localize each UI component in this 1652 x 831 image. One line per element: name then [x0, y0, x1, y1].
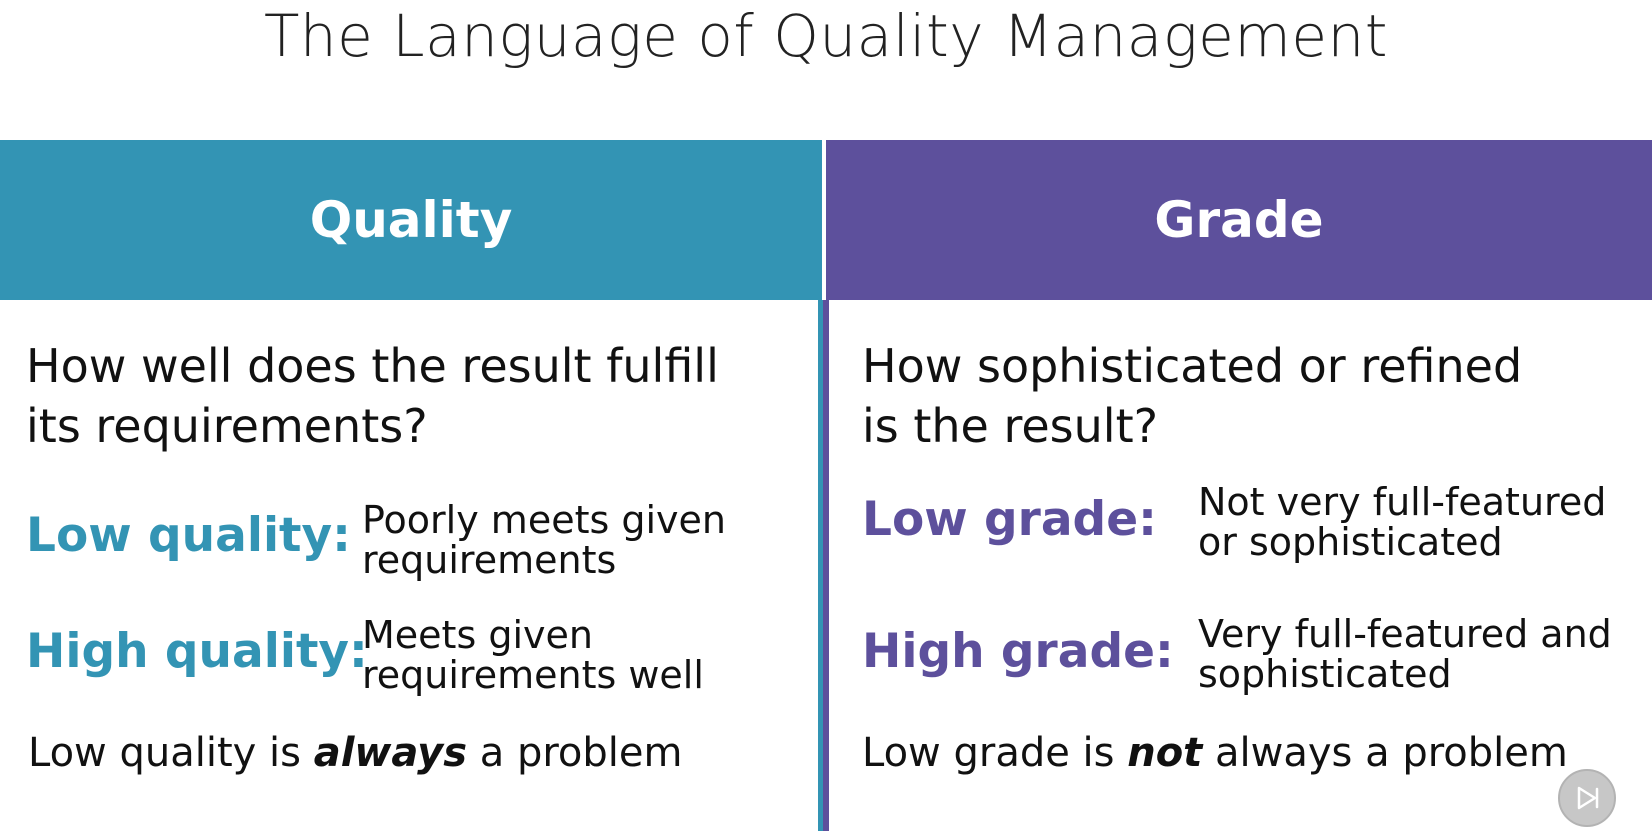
play-next-icon: [1577, 786, 1599, 810]
low-quality-description-line-1: Poorly meets given: [362, 498, 726, 542]
grade-question-line-2: is the result?: [862, 399, 1159, 453]
grade-statement-before: Low grade is: [862, 730, 1128, 776]
grade-statement-after: always a problem: [1202, 730, 1568, 776]
quality-statement-before: Low quality is: [28, 730, 314, 776]
grade-divider: [823, 300, 829, 831]
high-grade-term: High grade:: [862, 624, 1174, 679]
low-grade-term: Low grade:: [862, 492, 1157, 547]
grade-header: Grade: [826, 140, 1652, 300]
high-quality-description: Meets given requirements well: [362, 615, 704, 695]
quality-header: Quality: [0, 140, 822, 300]
quality-statement-emphasis: always: [313, 730, 468, 776]
quality-divider: [818, 300, 823, 831]
grade-question-line-1: How sophisticated or refined: [862, 339, 1523, 393]
quality-statement: Low quality is always a problem: [28, 728, 682, 778]
low-grade-description: Not very full-featured or sophisticated: [1198, 482, 1606, 562]
grade-header-label: Grade: [1154, 191, 1324, 249]
high-quality-description-line-2: requirements well: [362, 653, 704, 697]
player-control-button[interactable]: [1558, 769, 1616, 827]
low-quality-term: Low quality:: [26, 508, 351, 563]
low-quality-description: Poorly meets given requirements: [362, 500, 726, 580]
grade-question: How sophisticated or refined is the resu…: [862, 336, 1522, 456]
low-grade-description-line-1: Not very full-featured: [1198, 480, 1607, 524]
quality-question-line-1: How well does the result fulfill: [26, 339, 719, 393]
high-grade-description-line-2: sophisticated: [1198, 652, 1452, 696]
high-quality-description-line-1: Meets given: [362, 613, 593, 657]
high-grade-description-line-1: Very full-featured and: [1198, 612, 1612, 656]
quality-statement-after: a problem: [467, 730, 683, 776]
quality-question-line-2: its requirements?: [26, 399, 428, 453]
low-quality-description-line-2: requirements: [362, 538, 617, 582]
low-grade-description-line-2: or sophisticated: [1198, 520, 1503, 564]
grade-statement-emphasis: not: [1127, 730, 1203, 776]
high-grade-description: Very full-featured and sophisticated: [1198, 614, 1612, 694]
quality-question: How well does the result fulfill its req…: [26, 336, 719, 456]
page-title: The Language of Quality Management: [263, 2, 1389, 70]
grade-statement: Low grade is not always a problem: [862, 728, 1568, 778]
quality-header-label: Quality: [309, 191, 513, 249]
high-quality-term: High quality:: [26, 624, 368, 679]
